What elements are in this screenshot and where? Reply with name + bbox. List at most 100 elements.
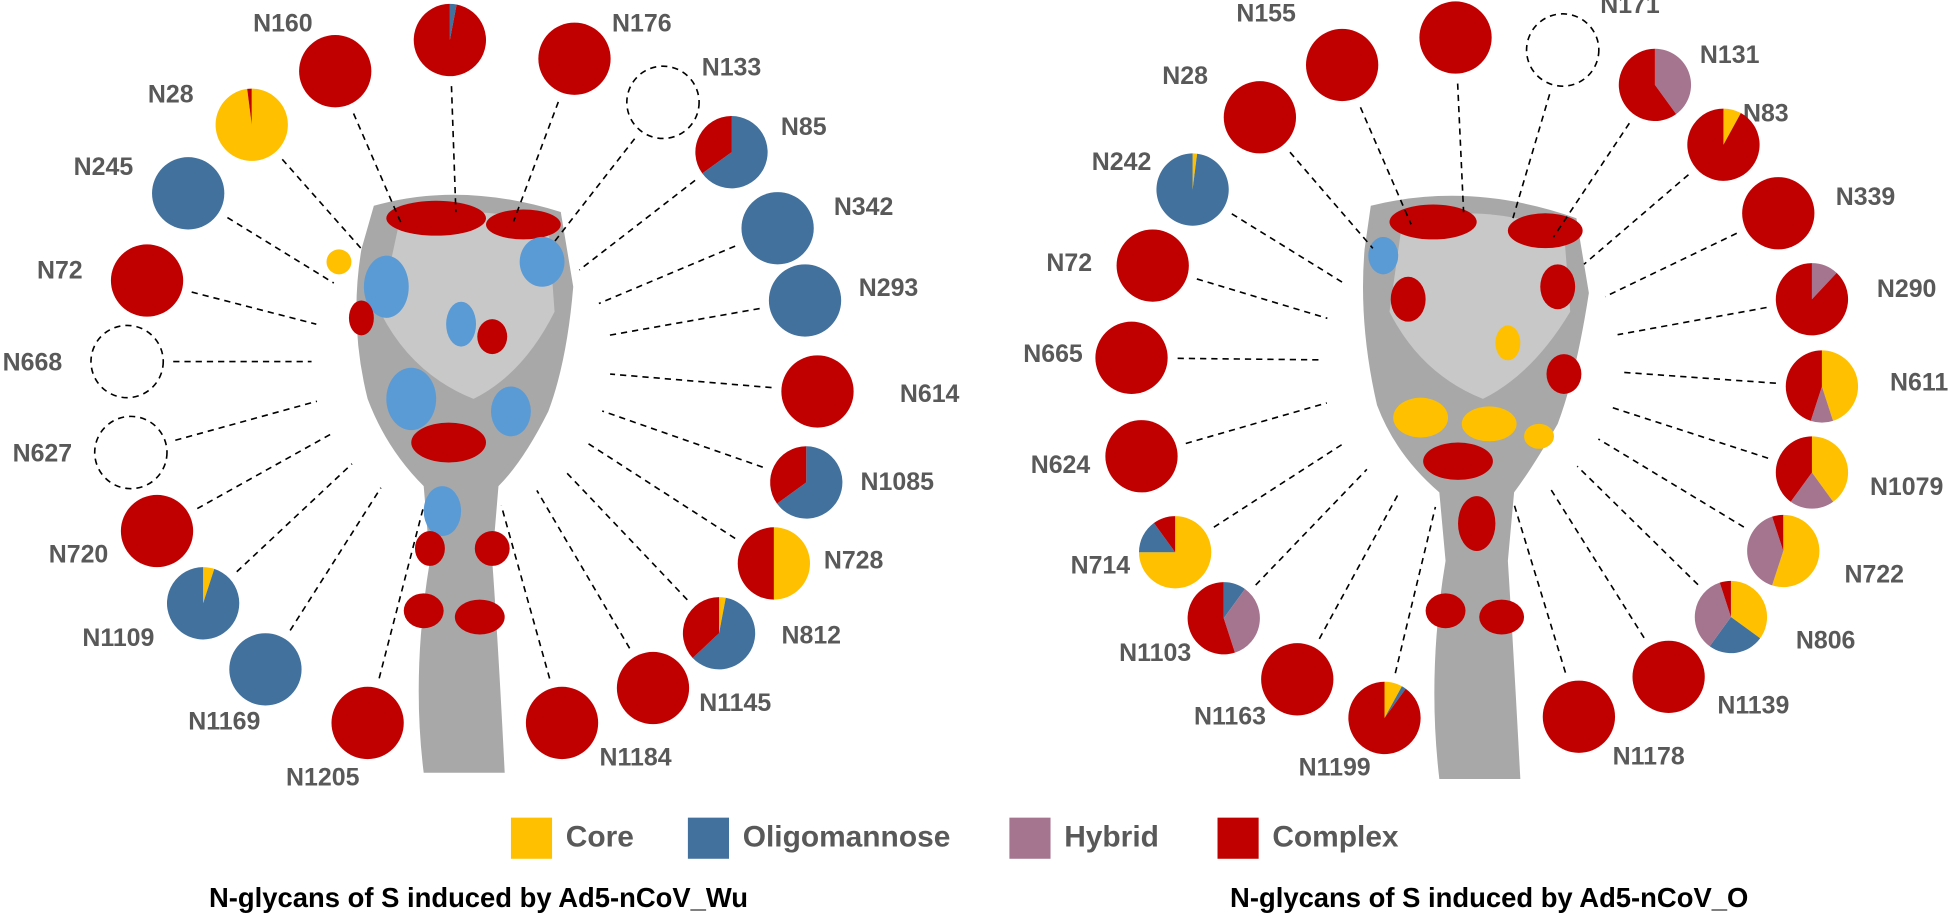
leader-line [191, 291, 317, 325]
pie-slice [1095, 321, 1168, 394]
site-label: N722 [1844, 560, 1904, 588]
leader-line [1318, 492, 1400, 640]
pie-slice [1742, 177, 1815, 250]
pie-slice [1348, 681, 1421, 755]
leader-line [378, 506, 425, 679]
site-label: N627 [13, 440, 73, 468]
site-label: N1085 [861, 468, 935, 496]
pie-slice [166, 567, 240, 640]
site-label: N665 [1023, 340, 1083, 368]
empty-site [1525, 13, 1600, 87]
legend-swatch [510, 817, 553, 859]
panel-title: N-glycans of S induced by Ad5-nCoV_O [1230, 882, 1748, 913]
site-label: N1163 [1194, 703, 1266, 731]
pie-slice [247, 88, 252, 125]
legend-swatch [1217, 817, 1259, 859]
leader-line [608, 307, 760, 337]
site-label: N668 [3, 349, 63, 377]
site-label: N1184 [600, 744, 672, 772]
pie-slice [719, 597, 726, 634]
pie-slice [1223, 582, 1245, 619]
site-label: N133 [702, 53, 762, 81]
empty-site [93, 415, 168, 490]
site-label: N1079 [1870, 473, 1943, 501]
site-label: N1169 [188, 708, 260, 736]
pie-slice [1730, 580, 1768, 639]
pie-slice [110, 244, 184, 317]
pie-slice [1687, 108, 1760, 181]
site-label: N1199 [1299, 754, 1371, 782]
site-label: N624 [1031, 451, 1091, 479]
leader-line [578, 179, 696, 271]
pie-slice [1775, 263, 1849, 336]
leader-line [500, 505, 551, 679]
pie-slice [1811, 436, 1849, 502]
leader-line [1619, 371, 1776, 385]
leader-line [1617, 306, 1767, 336]
leader-line [450, 86, 457, 213]
leader-line [289, 487, 382, 631]
leader-line [1576, 465, 1699, 586]
pie-slice [152, 157, 225, 230]
site-label: N171 [1600, 0, 1660, 19]
legend-label: Oligomannose [743, 821, 951, 854]
site-label: N806 [1796, 627, 1856, 655]
pie-slice [413, 3, 487, 77]
pie-slice [331, 686, 404, 760]
legend-swatch [1009, 817, 1051, 859]
spike-structure [1363, 195, 1589, 780]
legend-swatch [687, 817, 730, 859]
leader-line [1612, 406, 1769, 459]
leader-line [352, 113, 403, 225]
pie-slice [1775, 436, 1812, 502]
pie-slice [1821, 350, 1859, 421]
site-label: N28 [1162, 62, 1208, 90]
pie-slice [1811, 263, 1837, 300]
leader-line [196, 433, 331, 510]
leader-line [1196, 278, 1328, 320]
site-label: N1109 [82, 624, 154, 652]
leader-line [175, 400, 318, 442]
leader-line [281, 158, 363, 251]
pie-slice [1223, 81, 1297, 154]
pie-slice [777, 446, 843, 519]
leader-line [1213, 441, 1346, 528]
pie-slice [1810, 386, 1834, 423]
pie-slice [449, 3, 457, 41]
pie-slice [692, 597, 756, 670]
site-label: N614 [900, 380, 960, 408]
pie-slice [1785, 350, 1822, 421]
site-label: N714 [1071, 552, 1131, 580]
pie-slice [770, 446, 807, 504]
site-label: N1145 [699, 689, 771, 717]
site-label: N85 [781, 113, 827, 141]
pie-slice [741, 192, 814, 265]
empty-site [626, 65, 700, 140]
pie-slice [120, 494, 194, 568]
site-label: N155 [1236, 0, 1296, 28]
pie-slice [538, 22, 611, 95]
pie-slice [702, 116, 768, 189]
pie-slice [203, 567, 215, 604]
site-label: N1178 [1613, 742, 1685, 770]
pie-slice [1384, 681, 1402, 718]
leader-line [536, 490, 631, 649]
pie-slice [616, 651, 690, 725]
empty-site [90, 324, 165, 399]
site-label: N342 [834, 193, 894, 221]
pie-slice [1153, 516, 1176, 553]
leader-line [1583, 174, 1689, 265]
leader-line [552, 138, 636, 245]
site-label: N28 [148, 81, 194, 109]
site-label: N812 [781, 622, 841, 650]
pie-slice [1709, 617, 1761, 654]
pie-slice [1139, 522, 1176, 553]
leader-line [1255, 468, 1368, 586]
leader-line [512, 101, 560, 222]
spike-structure [326, 194, 574, 773]
pie-slice [299, 35, 372, 108]
legend-label: Core [566, 821, 634, 854]
leader-line [601, 410, 764, 468]
site-label: N245 [74, 153, 134, 181]
